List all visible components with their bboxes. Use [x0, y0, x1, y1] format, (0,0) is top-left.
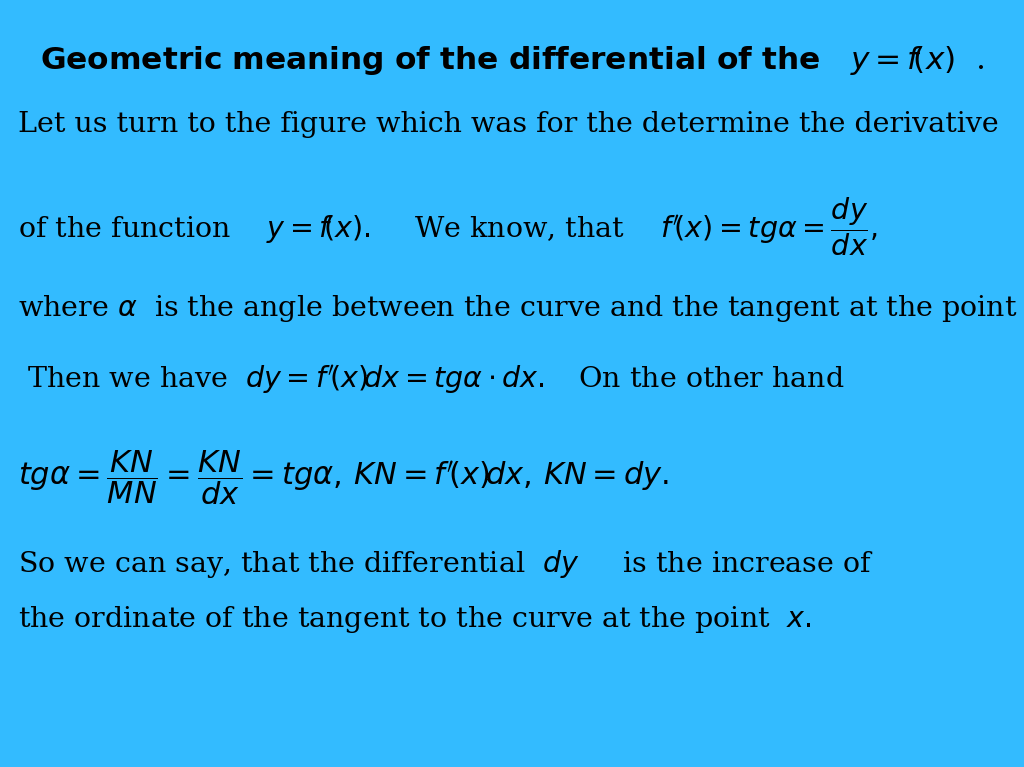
Text: $tg\alpha = \dfrac{KN}{MN} = \dfrac{KN}{dx} = tg\alpha,\, KN = f'\!\left(x\right: $tg\alpha = \dfrac{KN}{MN} = \dfrac{KN}{…: [18, 449, 670, 507]
Text: Then we have  $dy = f'\!\left(x\right)\!dx = tg\alpha \cdot dx.$   On the other : Then we have $dy = f'\!\left(x\right)\!d…: [18, 363, 845, 396]
Text: So we can say, that the differential  $dy$     is the increase of: So we can say, that the differential $dy…: [18, 548, 874, 581]
Text: of the function $\quad y = f\!\left(x\right).\quad$ We know, that $\quad f'\!\le: of the function $\quad y = f\!\left(x\ri…: [18, 196, 879, 258]
Text: the ordinate of the tangent to the curve at the point  $x.$: the ordinate of the tangent to the curve…: [18, 604, 812, 634]
Text: Let us turn to the figure which was for the determine the derivative: Let us turn to the figure which was for …: [18, 111, 999, 138]
Text: where $\alpha$  is the angle between the curve and the tangent at the point  $x.: where $\alpha$ is the angle between the …: [18, 293, 1024, 324]
Text: $\mathbf{Geometric\ meaning\ of\ the\ differential\ of\ the}$$\quad y = f\!\left: $\mathbf{Geometric\ meaning\ of\ the\ di…: [40, 44, 984, 77]
